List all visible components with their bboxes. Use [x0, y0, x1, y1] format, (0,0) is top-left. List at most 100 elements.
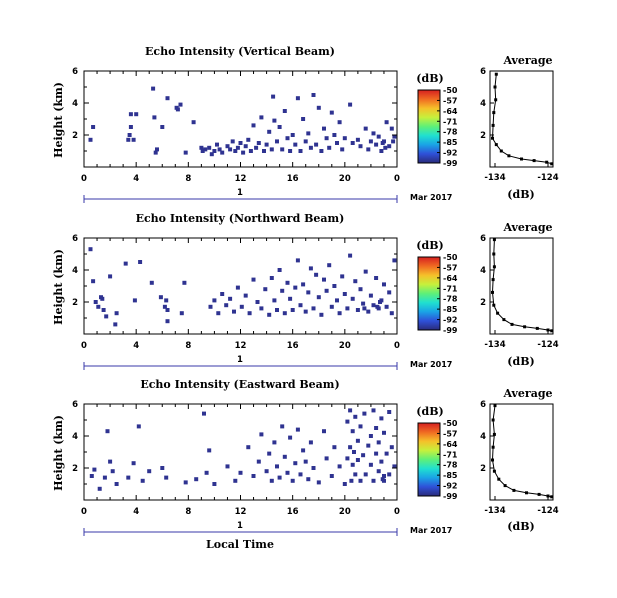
echo-cell: [314, 272, 319, 277]
average-profile-point: [492, 238, 496, 242]
echo-cell: [254, 145, 259, 150]
colorbar: -50-57 -64-71 -78-85 -92-99: [417, 253, 458, 335]
echo-cell: [191, 120, 196, 125]
echo-cell: [392, 258, 397, 263]
date-label: Mar 2017: [410, 360, 452, 369]
echo-cell: [228, 296, 233, 301]
echo-cell: [209, 152, 214, 157]
echo-cell: [126, 475, 131, 480]
colorbar-tick-label: -64: [443, 440, 458, 449]
echo-cell: [380, 477, 385, 482]
colorbar-unit-label: (dB): [416, 405, 443, 418]
y-tick-label: 2: [72, 131, 78, 141]
echo-cell: [290, 308, 295, 312]
average-profile-point: [550, 162, 554, 166]
echo-cell: [363, 472, 368, 477]
echo-cell: [280, 288, 285, 293]
echo-cell: [380, 141, 385, 145]
echo-cell: [178, 102, 183, 107]
echo-cell: [301, 282, 306, 287]
echo-cell: [282, 454, 287, 459]
colorbar-unit-label: (dB): [416, 72, 443, 85]
echo-cell: [303, 139, 308, 144]
x-tick-label: 0: [394, 174, 400, 184]
echo-cell: [269, 276, 274, 280]
echo-cell: [207, 448, 212, 453]
echo-cell: [162, 304, 167, 309]
y-axis-label: Height (km): [52, 415, 65, 491]
echo-cell: [243, 144, 248, 149]
echo-cell: [275, 308, 279, 312]
echo-cell: [362, 411, 367, 416]
echo-cell: [263, 287, 268, 292]
echo-cell: [88, 137, 93, 142]
echo-cell: [217, 147, 222, 152]
echo-cell: [89, 474, 94, 478]
y-axis-label: Height (km): [52, 249, 65, 325]
echo-cell: [293, 461, 298, 466]
echo-cell: [264, 469, 269, 474]
echo-cell: [353, 414, 358, 419]
echo-cell: [251, 277, 256, 282]
colorbar-tick-label: -57: [443, 429, 457, 438]
average-profile-point: [497, 477, 501, 481]
echo-cell: [164, 298, 169, 303]
echo-cell: [387, 290, 392, 295]
echo-cell: [183, 150, 188, 155]
echo-cell: [160, 466, 165, 470]
echo-cell: [199, 145, 204, 150]
echo-cell: [114, 311, 119, 316]
average-x-tick-label: -124: [537, 173, 558, 183]
echo-cell: [327, 263, 332, 268]
y-axis-label: Height (km): [52, 82, 65, 158]
echo-cell: [349, 478, 354, 483]
echo-cell: [293, 285, 298, 290]
echo-cell: [267, 129, 272, 134]
x-tick-label: 0: [81, 341, 87, 351]
echo-cell: [316, 480, 321, 485]
echo-cell: [248, 149, 253, 153]
echo-cell: [350, 462, 355, 467]
colorbar: -50-57 -64-71 -78-85 -92-99: [417, 419, 458, 501]
echo-cell: [280, 424, 285, 429]
x-tick-label: 12: [235, 174, 247, 184]
echo-cell: [342, 136, 347, 141]
echo-cell: [371, 131, 376, 136]
echo-cell: [88, 247, 93, 252]
echo-cell: [126, 137, 131, 142]
echo-cell: [301, 117, 306, 121]
echo-cell: [108, 274, 113, 279]
echo-cell: [348, 445, 353, 450]
average-profile-point: [550, 329, 554, 333]
echo-cell: [368, 434, 373, 438]
average-y-tick-label: 6: [480, 67, 486, 77]
colorbar-tick-label: -50: [443, 86, 458, 95]
colorbar-tick-label: -57: [443, 96, 457, 105]
echo-cell: [322, 126, 326, 131]
echo-cell: [355, 458, 360, 462]
average-x-label: (dB): [507, 520, 534, 533]
colorbar-gradient: [418, 423, 440, 496]
echo-cell: [314, 142, 319, 147]
echo-cell: [298, 303, 303, 308]
echo-cell: [228, 147, 233, 152]
colorbar-tick-label: -99: [443, 159, 458, 168]
echo-cell: [322, 429, 326, 434]
colorbar-tick-label: -92: [443, 482, 457, 491]
echo-cell: [355, 438, 360, 443]
colorbar-tick-label: -50: [443, 253, 458, 262]
echo-cell: [376, 440, 381, 445]
x-tick-label: 8: [185, 341, 191, 351]
echo-cell: [123, 261, 128, 266]
echo-cell: [350, 429, 355, 434]
echo-cell: [293, 142, 298, 147]
echo-cell: [239, 304, 244, 309]
echo-cell: [114, 482, 119, 486]
echo-cell: [358, 144, 363, 149]
echo-cell: [366, 443, 371, 448]
colorbar-frame: [417, 422, 441, 497]
echo-cell: [382, 474, 386, 478]
echo-cell: [353, 472, 358, 477]
echo-cell: [259, 115, 264, 120]
